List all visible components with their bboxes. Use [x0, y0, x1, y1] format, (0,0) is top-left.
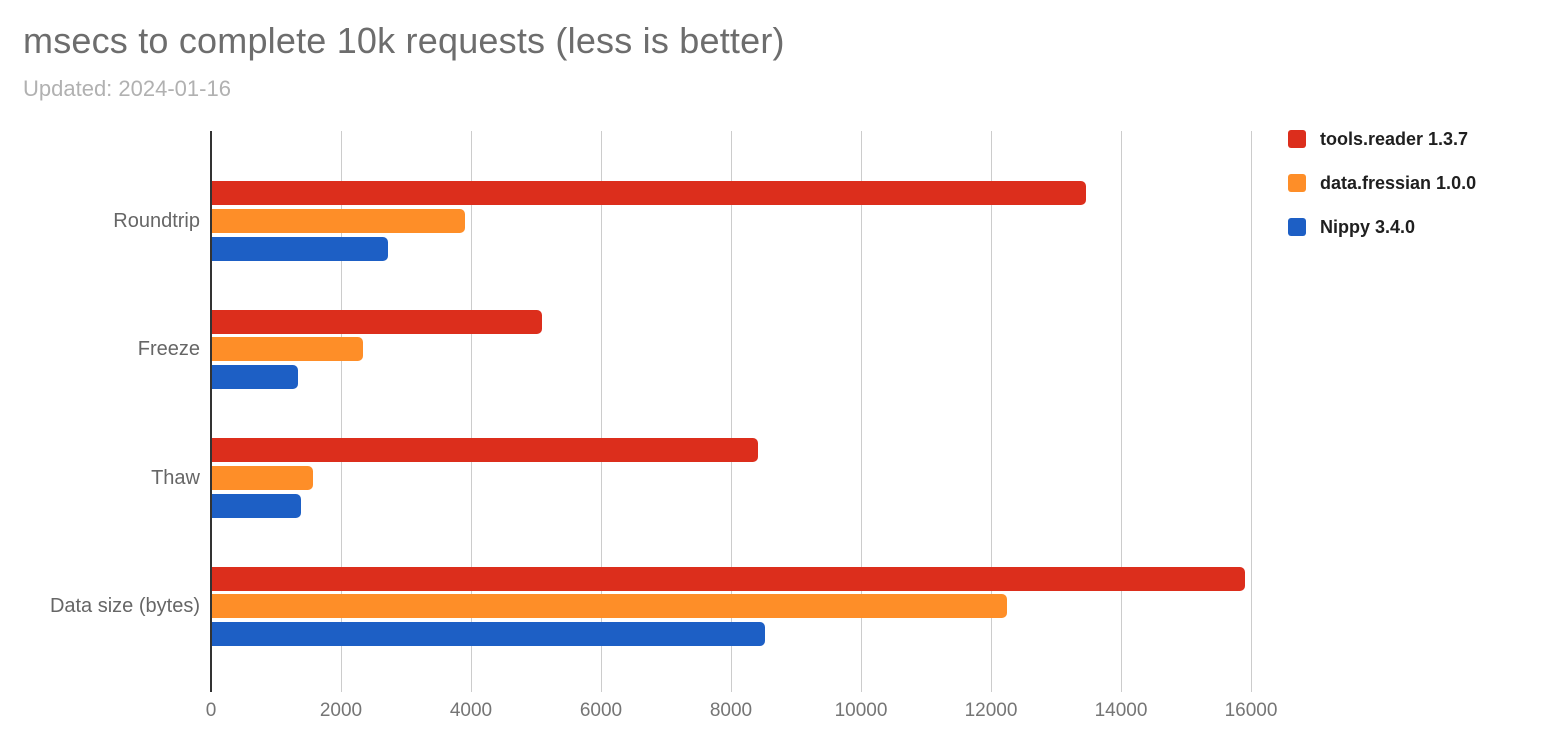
legend-item: tools.reader 1.3.7 — [1288, 128, 1476, 149]
gridline — [861, 131, 862, 692]
x-axis-label: 6000 — [579, 700, 623, 721]
bar — [212, 337, 364, 362]
bar — [212, 309, 543, 334]
x-axis-label: 16000 — [1224, 700, 1278, 721]
bar — [212, 493, 302, 518]
gridline — [601, 131, 602, 692]
gridline — [991, 131, 992, 692]
category-label: Freeze — [137, 338, 200, 361]
legend-label: tools.reader 1.3.7 — [1320, 128, 1469, 149]
legend-swatch — [1288, 218, 1306, 236]
bar — [212, 236, 388, 261]
gridline — [1121, 131, 1122, 692]
plot-area — [210, 131, 1271, 692]
legend-item: data.fressian 1.0.0 — [1288, 172, 1477, 193]
gridline — [341, 131, 342, 692]
x-axis-label: 8000 — [709, 700, 753, 721]
x-axis-label: 4000 — [449, 700, 493, 721]
gridline — [731, 131, 732, 692]
bar — [212, 566, 1245, 591]
legend-swatch — [1288, 174, 1306, 192]
y-axis-line — [210, 131, 212, 692]
x-axis-label: 0 — [205, 700, 217, 721]
legend: tools.reader 1.3.7 data.fressian 1.0.0 Nip… — [1288, 128, 1477, 262]
bar — [212, 465, 313, 490]
bar — [212, 438, 758, 462]
category-label: Roundtrip — [113, 209, 200, 232]
category-label: Thaw — [151, 466, 200, 489]
x-axis-label: 10000 — [834, 700, 888, 721]
bar — [212, 594, 1007, 619]
x-axis-label: 2000 — [319, 700, 363, 721]
x-axis-label: 14000 — [1094, 700, 1148, 721]
gridline — [471, 131, 472, 692]
bar — [212, 622, 765, 647]
legend-swatch — [1288, 130, 1306, 148]
x-axis-label: 12000 — [964, 700, 1018, 721]
legend-label: Nippy 3.4.0 — [1320, 216, 1416, 237]
gridline — [1251, 131, 1252, 692]
bar — [212, 181, 1087, 205]
category-label: Data size (bytes) — [49, 595, 200, 618]
legend-label: data.fressian 1.0.0 — [1320, 172, 1477, 193]
legend-item: Nippy 3.4.0 — [1288, 216, 1476, 237]
chart-subtitle: Updated: 2024-01-16 — [23, 76, 231, 101]
bar — [212, 365, 299, 390]
bar — [212, 208, 465, 233]
chart-title: msecs to complete 10k requests (less is … — [23, 20, 785, 61]
